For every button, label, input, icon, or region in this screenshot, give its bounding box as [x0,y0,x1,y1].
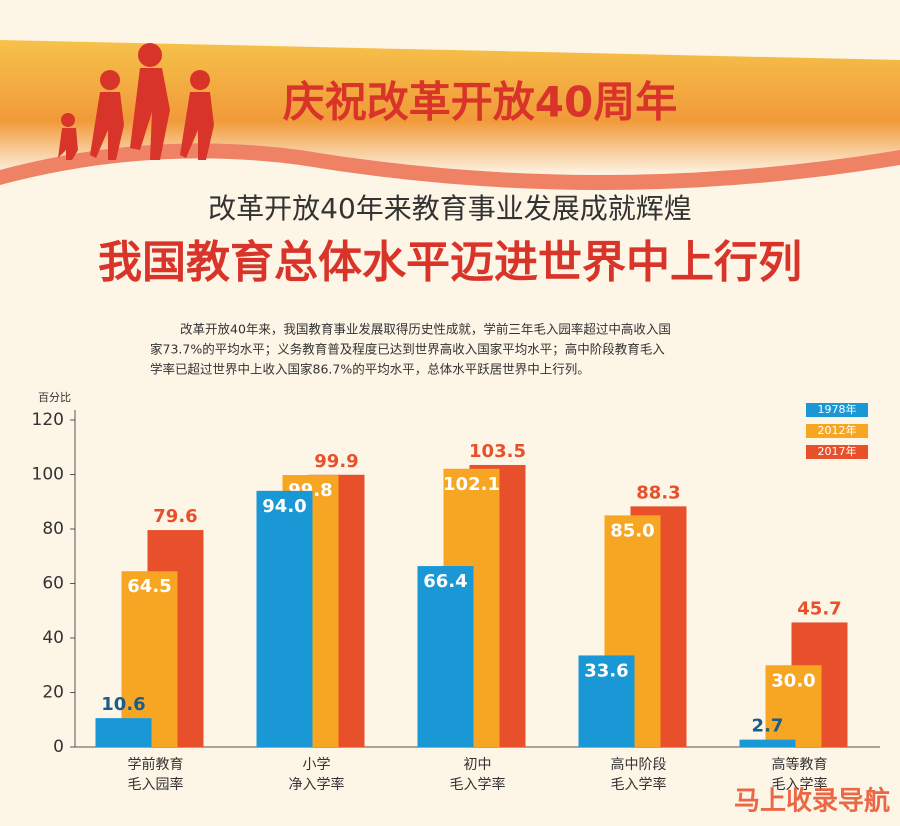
value-label: 88.3 [636,482,680,503]
bar [95,718,152,747]
intro-line: 改革开放40年来，我国教育事业发展取得历史性成就，学前三年毛入园率超过中高收入国 [180,322,671,337]
bar [417,566,474,747]
x-tick-label: 毛入园率 [128,776,184,793]
y-axis-label: 百分比 [38,391,71,404]
x-tick-label: 高中阶段 [611,756,667,773]
bar [256,490,313,747]
y-tick-label: 0 [53,737,64,757]
value-label: 33.6 [584,660,628,681]
y-tick-label: 120 [32,410,64,430]
y-tick-label: 60 [42,574,64,594]
value-label: 64.5 [127,576,171,597]
value-label: 10.6 [101,694,145,715]
banner-title: 庆祝改革开放40周年 [283,78,677,127]
value-label: 94.0 [262,496,306,517]
value-label: 2.7 [752,716,784,737]
legend-label: 2017年 [818,444,857,458]
y-tick-label: 100 [32,465,64,485]
y-tick-label: 80 [42,519,64,539]
value-label: 102.1 [443,474,500,495]
intro-line: 学率已超过世界中上收入国家86.7%的平均水平，总体水平跃居世界中上行列。 [150,362,590,377]
value-label: 79.6 [153,506,197,527]
subtitle: 改革开放40年来教育事业发展成就辉煌 [208,192,692,225]
x-tick-label: 初中 [464,756,492,773]
bar [765,665,822,747]
x-tick-label: 毛入学率 [772,776,828,793]
x-tick-label: 小学 [303,757,331,773]
value-label: 30.0 [771,670,815,691]
value-label: 99.9 [314,451,358,472]
headline: 我国教育总体水平迈进世界中上行列 [98,237,802,288]
value-label: 66.4 [423,571,467,592]
banner-swoosh [0,143,900,190]
x-tick-label: 净入学率 [289,776,345,793]
x-tick-label: 高等教育 [772,756,828,773]
x-tick-label: 毛入学率 [611,776,667,793]
legend-label: 2012年 [818,423,857,437]
bar [578,655,635,747]
banner-bg [0,40,900,175]
value-label: 85.0 [610,520,654,541]
x-tick-label: 学前教育 [128,756,184,773]
bar [121,571,178,747]
x-tick-label: 毛入学率 [450,776,506,793]
legend-swatch [806,445,868,459]
watermark: 马上收录导航 [734,786,890,817]
bar [739,739,796,747]
y-tick-label: 20 [42,683,64,703]
value-label: 45.7 [797,598,841,619]
legend-swatch [806,424,868,438]
legend-swatch [806,403,868,417]
runners [58,43,214,160]
y-tick-label: 40 [42,628,64,648]
intro-line: 家73.7%的平均水平；义务教育普及程度已达到世界高收入国家平均水平；高中阶段教… [150,342,665,357]
legend-label: 1978年 [818,402,857,416]
value-label: 103.5 [469,441,526,462]
